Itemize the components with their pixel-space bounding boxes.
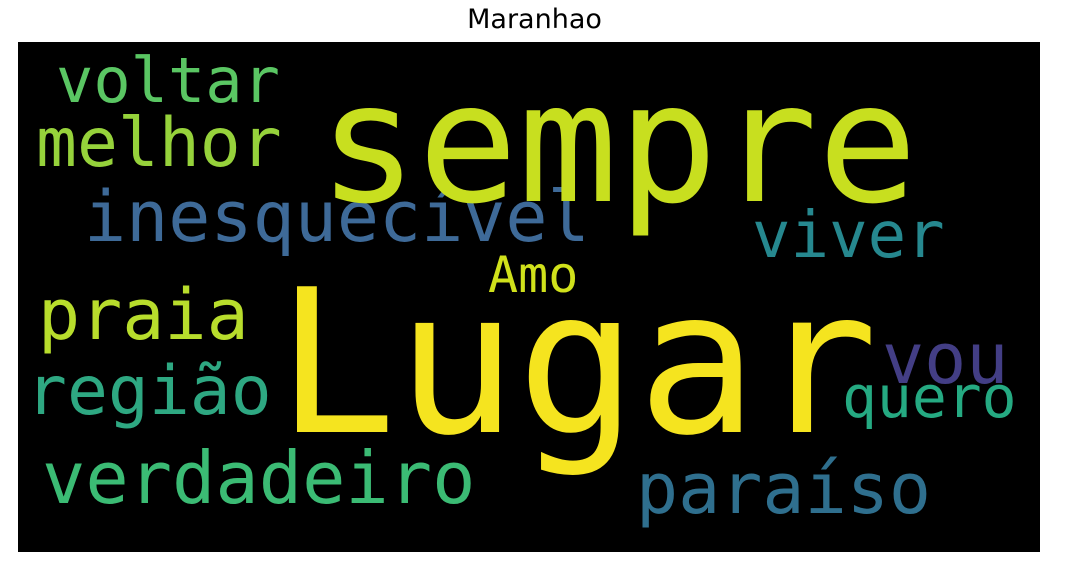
word-verdadeiro: verdadeiro (42, 436, 476, 520)
word-vou: vou (882, 318, 1009, 400)
word-sempre: sempre (318, 48, 918, 241)
word-amo: Amo (488, 246, 579, 304)
word-praia: praia (38, 274, 249, 356)
word-voltar: voltar (56, 44, 280, 117)
chart-title: Maranhao (467, 4, 602, 35)
word-regiao: região (26, 352, 272, 431)
word-quero: quero (842, 363, 1017, 431)
word-melhor: melhor (36, 104, 282, 183)
word-paraiso: paraíso (636, 448, 932, 530)
word-cloud-canvas: voltar melhor inesquecível viver praia r… (18, 42, 1040, 552)
word-lugar: Lugar (276, 247, 879, 480)
word-viver: viver (752, 199, 945, 273)
word-inesquecivel: inesquecível (84, 176, 590, 258)
